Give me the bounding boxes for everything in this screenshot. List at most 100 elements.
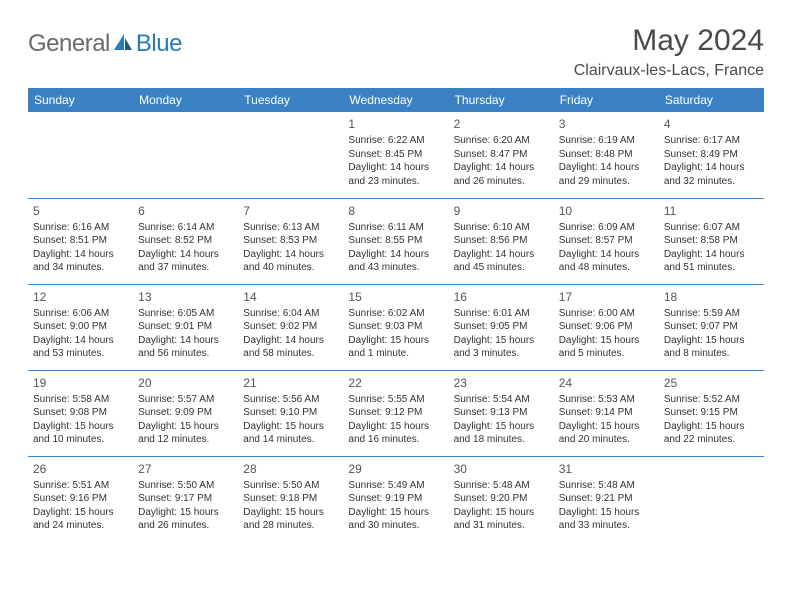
daylight-text: Daylight: 14 hours: [138, 248, 233, 262]
calendar-cell: 29Sunrise: 5:49 AMSunset: 9:19 PMDayligh…: [343, 456, 448, 542]
brand-logo: General Blue: [28, 24, 182, 58]
calendar-cell: 9Sunrise: 6:10 AMSunset: 8:56 PMDaylight…: [449, 198, 554, 284]
daylight-text: and 10 minutes.: [33, 433, 128, 447]
daylight-text: Daylight: 15 hours: [559, 420, 654, 434]
daylight-text: and 3 minutes.: [454, 347, 549, 361]
daylight-text: Daylight: 14 hours: [664, 161, 759, 175]
calendar-table: Sunday Monday Tuesday Wednesday Thursday…: [28, 88, 764, 542]
daylight-text: Daylight: 14 hours: [33, 248, 128, 262]
daylight-text: and 48 minutes.: [559, 261, 654, 275]
daylight-text: Daylight: 15 hours: [559, 506, 654, 520]
calendar-cell: [238, 112, 343, 198]
day-number: 22: [348, 375, 443, 391]
daylight-text: and 22 minutes.: [664, 433, 759, 447]
daylight-text: and 12 minutes.: [138, 433, 233, 447]
day-number: 6: [138, 203, 233, 219]
day-number: 7: [243, 203, 338, 219]
daylight-text: and 34 minutes.: [33, 261, 128, 275]
calendar-cell: [28, 112, 133, 198]
sunset-text: Sunset: 9:12 PM: [348, 406, 443, 420]
calendar-cell: 2Sunrise: 6:20 AMSunset: 8:47 PMDaylight…: [449, 112, 554, 198]
sunrise-text: Sunrise: 6:09 AM: [559, 221, 654, 235]
sunset-text: Sunset: 8:53 PM: [243, 234, 338, 248]
sunset-text: Sunset: 9:07 PM: [664, 320, 759, 334]
daylight-text: Daylight: 15 hours: [454, 334, 549, 348]
sunset-text: Sunset: 9:02 PM: [243, 320, 338, 334]
calendar-cell: 31Sunrise: 5:48 AMSunset: 9:21 PMDayligh…: [554, 456, 659, 542]
calendar-cell: 8Sunrise: 6:11 AMSunset: 8:55 PMDaylight…: [343, 198, 448, 284]
calendar-header-row: Sunday Monday Tuesday Wednesday Thursday…: [28, 88, 764, 112]
sunrise-text: Sunrise: 6:16 AM: [33, 221, 128, 235]
sunset-text: Sunset: 9:03 PM: [348, 320, 443, 334]
daylight-text: Daylight: 14 hours: [454, 248, 549, 262]
sunset-text: Sunset: 8:49 PM: [664, 148, 759, 162]
calendar-cell: 7Sunrise: 6:13 AMSunset: 8:53 PMDaylight…: [238, 198, 343, 284]
calendar-cell: 17Sunrise: 6:00 AMSunset: 9:06 PMDayligh…: [554, 284, 659, 370]
month-title: May 2024: [574, 24, 764, 58]
day-number: 3: [559, 116, 654, 132]
sunset-text: Sunset: 9:10 PM: [243, 406, 338, 420]
calendar-cell: 1Sunrise: 6:22 AMSunset: 8:45 PMDaylight…: [343, 112, 448, 198]
sunrise-text: Sunrise: 5:48 AM: [454, 479, 549, 493]
day-number: 13: [138, 289, 233, 305]
sunset-text: Sunset: 9:18 PM: [243, 492, 338, 506]
sunrise-text: Sunrise: 6:14 AM: [138, 221, 233, 235]
sunset-text: Sunset: 8:45 PM: [348, 148, 443, 162]
calendar-week-row: 1Sunrise: 6:22 AMSunset: 8:45 PMDaylight…: [28, 112, 764, 198]
daylight-text: and 14 minutes.: [243, 433, 338, 447]
daylight-text: and 31 minutes.: [454, 519, 549, 533]
day-number: 26: [33, 461, 128, 477]
sunset-text: Sunset: 9:13 PM: [454, 406, 549, 420]
sunset-text: Sunset: 9:05 PM: [454, 320, 549, 334]
sail-icon: [112, 32, 134, 57]
day-number: 17: [559, 289, 654, 305]
daylight-text: and 40 minutes.: [243, 261, 338, 275]
day-number: 10: [559, 203, 654, 219]
daylight-text: and 56 minutes.: [138, 347, 233, 361]
daylight-text: Daylight: 15 hours: [243, 420, 338, 434]
day-number: 16: [454, 289, 549, 305]
daylight-text: Daylight: 15 hours: [243, 506, 338, 520]
sunset-text: Sunset: 9:15 PM: [664, 406, 759, 420]
sunrise-text: Sunrise: 5:51 AM: [33, 479, 128, 493]
calendar-cell: [133, 112, 238, 198]
daylight-text: and 29 minutes.: [559, 175, 654, 189]
day-number: 2: [454, 116, 549, 132]
day-number: 11: [664, 203, 759, 219]
day-number: 15: [348, 289, 443, 305]
title-block: May 2024 Clairvaux-les-Lacs, France: [574, 24, 764, 80]
sunset-text: Sunset: 9:19 PM: [348, 492, 443, 506]
day-number: 28: [243, 461, 338, 477]
calendar-cell: 4Sunrise: 6:17 AMSunset: 8:49 PMDaylight…: [659, 112, 764, 198]
calendar-cell: 24Sunrise: 5:53 AMSunset: 9:14 PMDayligh…: [554, 370, 659, 456]
daylight-text: and 32 minutes.: [664, 175, 759, 189]
calendar-cell: 12Sunrise: 6:06 AMSunset: 9:00 PMDayligh…: [28, 284, 133, 370]
day-number: 4: [664, 116, 759, 132]
sunrise-text: Sunrise: 5:59 AM: [664, 307, 759, 321]
calendar-cell: 15Sunrise: 6:02 AMSunset: 9:03 PMDayligh…: [343, 284, 448, 370]
daylight-text: and 28 minutes.: [243, 519, 338, 533]
sunrise-text: Sunrise: 6:22 AM: [348, 134, 443, 148]
sunrise-text: Sunrise: 6:13 AM: [243, 221, 338, 235]
sunrise-text: Sunrise: 5:50 AM: [243, 479, 338, 493]
sunrise-text: Sunrise: 6:05 AM: [138, 307, 233, 321]
daylight-text: and 1 minute.: [348, 347, 443, 361]
daylight-text: and 51 minutes.: [664, 261, 759, 275]
daylight-text: and 43 minutes.: [348, 261, 443, 275]
daylight-text: Daylight: 15 hours: [454, 420, 549, 434]
daylight-text: and 30 minutes.: [348, 519, 443, 533]
calendar-cell: 25Sunrise: 5:52 AMSunset: 9:15 PMDayligh…: [659, 370, 764, 456]
daylight-text: and 5 minutes.: [559, 347, 654, 361]
calendar-cell: [659, 456, 764, 542]
day-number: 29: [348, 461, 443, 477]
day-number: 8: [348, 203, 443, 219]
brand-text-general: General: [28, 30, 110, 58]
sunset-text: Sunset: 8:52 PM: [138, 234, 233, 248]
day-number: 12: [33, 289, 128, 305]
day-number: 9: [454, 203, 549, 219]
sunrise-text: Sunrise: 5:48 AM: [559, 479, 654, 493]
day-number: 25: [664, 375, 759, 391]
daylight-text: and 16 minutes.: [348, 433, 443, 447]
sunset-text: Sunset: 8:56 PM: [454, 234, 549, 248]
sunset-text: Sunset: 9:14 PM: [559, 406, 654, 420]
